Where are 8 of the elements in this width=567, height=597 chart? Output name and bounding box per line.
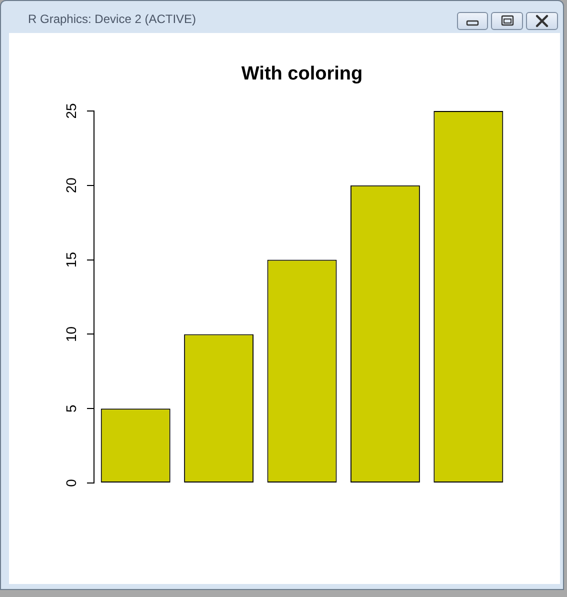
y-tick-label: 5 bbox=[63, 404, 80, 412]
y-tick-label: 20 bbox=[63, 177, 80, 194]
y-tick-label: 15 bbox=[63, 252, 80, 268]
y-tick-label: 25 bbox=[63, 103, 80, 119]
chart-title: With coloring bbox=[241, 64, 363, 85]
y-tick-label: 10 bbox=[63, 326, 80, 342]
y-tick-label: 0 bbox=[63, 478, 80, 487]
text: R Graphics: Device 2 (ACTIVE) bbox=[28, 12, 196, 26]
